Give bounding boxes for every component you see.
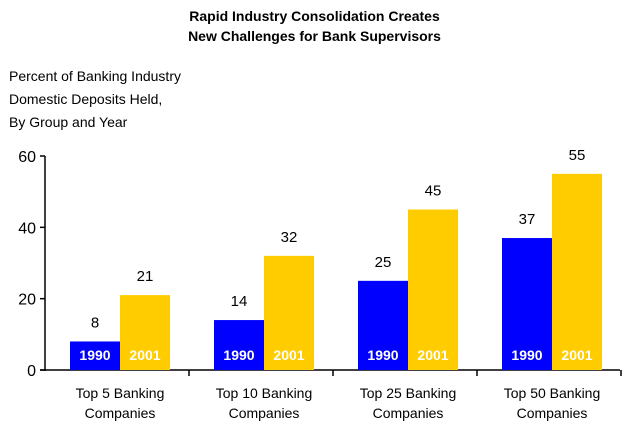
y-tick-label-1: 20 [18,292,36,309]
chart-title-line-1: Rapid Industry Consolidation Creates [189,8,440,24]
y-axis-label-line-3: By Group and Year [9,114,128,130]
value-label-1990-3: 37 [519,211,536,228]
y-tick-label-0: 0 [27,363,36,380]
category-label-1-line-0: Top 10 Banking [216,385,313,401]
category-label-2-line-1: Companies [373,405,444,421]
y-axis-label-line-1: Percent of Banking Industry [9,68,181,84]
bar-2001-1 [264,255,314,370]
bar-1990-0 [70,341,120,370]
category-label-3-line-1: Companies [517,405,588,421]
value-label-1990-2: 25 [375,254,392,271]
category-label-1-line-1: Companies [229,405,300,421]
bar-2001-3 [552,173,602,370]
value-label-2001-2: 45 [425,183,442,200]
bar-2001-0 [120,295,170,370]
value-label-1990-1: 14 [231,293,248,310]
y-tick-label-2: 40 [18,220,36,237]
bar-series-label-1990-2: 1990 [367,347,398,363]
bar-series-label-1990-1: 1990 [223,347,254,363]
y-axis-label-line-2: Domestic Deposits Held, [9,91,163,107]
value-label-2001-0: 21 [137,268,154,285]
category-label-0-line-0: Top 5 Banking [76,385,165,401]
bar-series-label-1990-0: 1990 [79,347,110,363]
bar-2001-2 [408,209,458,370]
category-label-0-line-1: Companies [85,405,156,421]
category-label-2-line-0: Top 25 Banking [360,385,457,401]
value-label-1990-0: 8 [91,314,99,331]
category-label-3-line-0: Top 50 Banking [504,385,601,401]
bar-series-label-2001-0: 2001 [129,347,160,363]
bar-1990-1 [214,320,264,370]
chart-title-line-2: New Challenges for Bank Supervisors [188,28,441,44]
bar-series-label-1990-3: 1990 [511,347,542,363]
bar-1990-2 [358,280,408,370]
bar-1990-3 [502,238,552,370]
bar-series-label-2001-3: 2001 [561,347,592,363]
y-tick-label-3: 60 [18,149,36,166]
bar-series-label-2001-2: 2001 [417,347,448,363]
value-label-2001-3: 55 [569,147,586,164]
value-label-2001-1: 32 [281,229,298,246]
bar-series-label-2001-1: 2001 [273,347,304,363]
